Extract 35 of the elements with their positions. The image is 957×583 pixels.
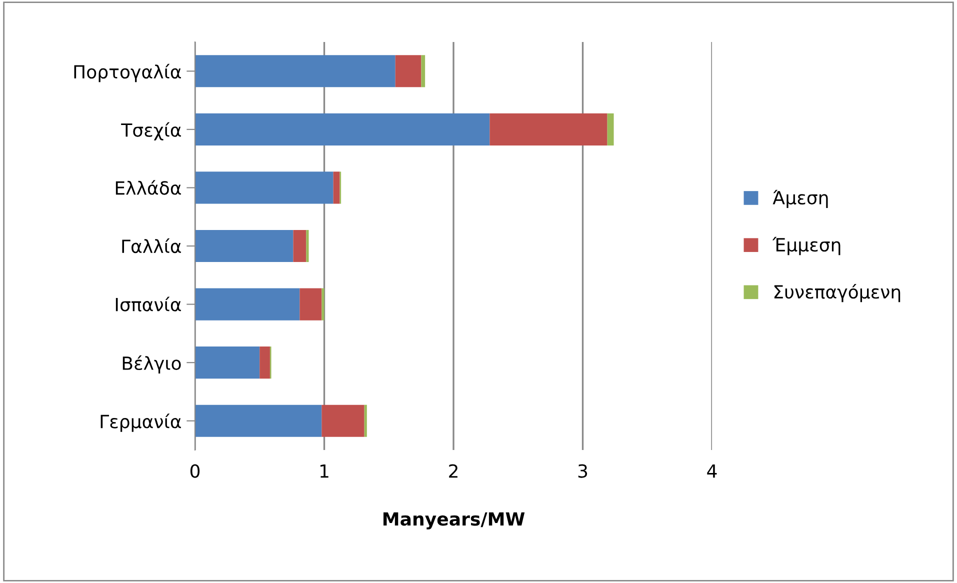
y-tick-label: Τσεχία (121, 122, 181, 140)
bar (421, 55, 426, 88)
y-tick-label: Γερμανία (100, 414, 181, 432)
x-tick-label: 2 (449, 464, 458, 478)
x-tick-label: 3 (578, 464, 588, 478)
bar (195, 404, 322, 437)
legend-label: Άμεση (772, 190, 828, 208)
bar (322, 288, 324, 320)
y-tick-label: Ισπανία (116, 296, 181, 312)
bar (490, 113, 608, 146)
bar (322, 404, 364, 437)
legend-label: Έμμεση (772, 236, 840, 256)
y-tick-label: Πορτογαλία (74, 64, 181, 82)
bar (195, 288, 300, 320)
x-tick-label: 0 (190, 464, 200, 478)
bar (195, 55, 396, 88)
bar (260, 346, 270, 379)
bar (395, 55, 422, 88)
bar (195, 346, 260, 379)
x-tick-label: 1 (320, 464, 328, 478)
y-tick-label: Ελλάδα (116, 180, 181, 195)
y-tick-label: Γαλλία (122, 238, 181, 254)
bar (195, 230, 294, 262)
bar (364, 404, 367, 437)
x-axis-title: Manyears/MW (383, 512, 525, 530)
bar (306, 230, 309, 262)
bar (333, 172, 340, 204)
bar (300, 288, 322, 320)
bar (195, 172, 334, 204)
legend-label: Συνεπαγόμενη (774, 284, 900, 302)
bar (195, 113, 490, 146)
y-tick-label: Βέλγιο (122, 355, 181, 374)
x-tick-label: 4 (707, 464, 717, 478)
bar (293, 230, 306, 262)
bar (607, 113, 614, 146)
